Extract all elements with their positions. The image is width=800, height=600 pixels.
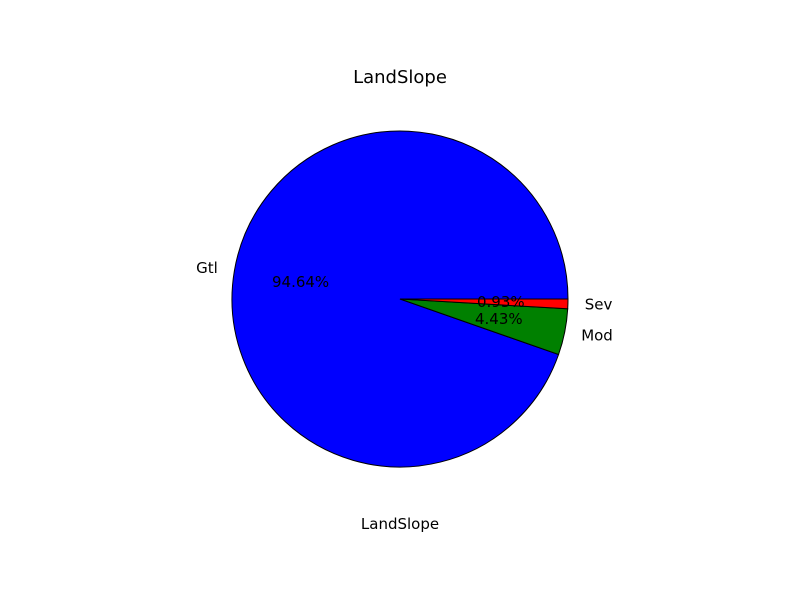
labels-group: Gtl 94.64% Mod 4.43% Sev 0.93%: [196, 259, 613, 344]
slice-percent-gtl: 94.64%: [272, 273, 329, 291]
pie-slice-sev: [399, 298, 569, 310]
slices-group: [231, 130, 569, 468]
slice-label-gtl: Gtl: [196, 259, 218, 277]
slice-label-mod: Mod: [581, 326, 613, 344]
slice-label-sev: Sev: [585, 295, 613, 313]
slice-percent-mod: 4.43%: [475, 310, 523, 328]
slice-percent-sev: 0.93%: [477, 293, 525, 311]
chart-title: LandSlope: [353, 67, 447, 88]
x-axis-label: LandSlope: [361, 515, 439, 533]
